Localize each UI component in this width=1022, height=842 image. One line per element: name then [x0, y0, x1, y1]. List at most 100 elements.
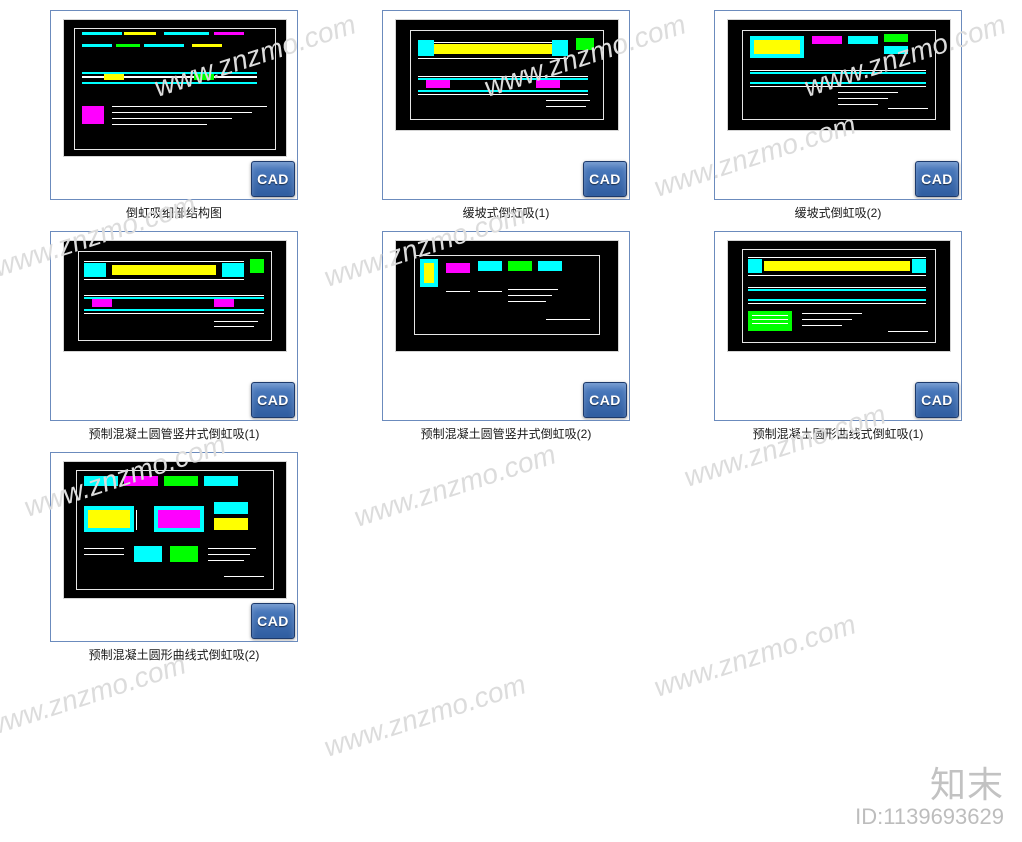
drawing-segment — [888, 331, 928, 332]
drawing-segment — [426, 80, 450, 88]
drawing-segment — [222, 263, 244, 277]
drawing-segment — [214, 502, 248, 514]
drawing-segment — [82, 44, 112, 47]
cad-badge-icon: CAD — [915, 161, 959, 197]
thumbnail-grid: CAD倒虹吸细部结构图CAD缓坡式倒虹吸(1)CAD缓坡式倒虹吸(2)CAD预制… — [0, 0, 1022, 683]
drawing-segment — [546, 319, 590, 320]
drawing-segment — [552, 40, 568, 56]
drawing-segment — [748, 299, 926, 301]
drawing-segment — [508, 301, 546, 302]
thumbnail-cell: CAD预制混凝土圆管竖井式倒虹吸(1) — [8, 231, 340, 442]
drawing-segment — [112, 112, 252, 113]
drawing-segment — [208, 554, 250, 555]
drawing-segment — [250, 259, 264, 273]
drawing-segment — [446, 291, 470, 292]
thumbnail-cell: CAD 预制混凝土圆管竖井式倒虹吸(2) — [340, 231, 672, 442]
drawing-segment — [838, 92, 898, 93]
thumbnail-caption: 缓坡式倒虹吸(1) — [463, 204, 550, 221]
drawing-segment — [82, 32, 122, 35]
drawing-segment — [112, 118, 232, 119]
drawing-segment — [418, 94, 588, 95]
thumbnail-caption: 预制混凝土圆形曲线式倒虹吸(1) — [753, 425, 924, 442]
drawing-segment — [124, 476, 158, 486]
drawing-segment — [446, 263, 470, 273]
cad-badge-icon: CAD — [251, 603, 295, 639]
thumbnail-caption: 预制混凝土圆形曲线式倒虹吸(2) — [89, 646, 260, 663]
drawing-segment — [848, 36, 878, 44]
drawing-segment — [214, 299, 234, 307]
drawing-segment — [884, 46, 908, 54]
drawing-segment — [84, 554, 124, 555]
drawing-segment — [164, 476, 198, 486]
drawing-segment — [82, 106, 104, 124]
cad-badge-icon: CAD — [251, 161, 295, 197]
drawing-segment — [748, 257, 926, 258]
drawing-segment — [418, 90, 588, 92]
drawing-segment — [214, 326, 254, 327]
thumbnail-frame[interactable]: CAD — [714, 10, 962, 200]
cad-preview — [63, 240, 287, 352]
drawing-segment — [192, 44, 222, 47]
drawing-segment — [764, 261, 910, 271]
drawing-segment — [748, 259, 762, 273]
drawing-segment — [508, 261, 532, 271]
thumbnail-cell: CAD 预制混凝土圆形曲线式倒虹吸(1) — [672, 231, 1004, 442]
drawing-segment — [84, 263, 106, 277]
drawing-segment — [748, 311, 792, 331]
cad-preview — [63, 19, 287, 157]
drawing-segment — [214, 518, 248, 530]
drawing-segment — [888, 108, 928, 109]
drawing-segment — [418, 42, 568, 43]
drawing-segment — [144, 44, 184, 47]
drawing-segment — [418, 58, 568, 59]
drawing-segment — [802, 313, 862, 314]
cad-preview — [727, 19, 951, 131]
drawing-segment — [208, 548, 256, 549]
drawing-segment — [750, 82, 926, 84]
drawing-segment — [538, 261, 562, 271]
drawing-segment — [214, 321, 258, 322]
drawing-segment — [750, 72, 926, 74]
drawing-segment — [204, 476, 238, 486]
drawing-segment — [164, 32, 209, 35]
cad-preview — [727, 240, 951, 352]
thumbnail-frame[interactable]: CAD — [382, 10, 630, 200]
thumbnail-cell: CAD缓坡式倒虹吸(2) — [672, 10, 1004, 221]
drawing-segment — [752, 319, 788, 320]
drawing-segment — [158, 510, 200, 528]
brand-id: ID:1139693629 — [855, 804, 1004, 830]
drawing-segment — [576, 38, 594, 50]
drawing-segment — [508, 289, 558, 290]
drawing-segment — [124, 32, 156, 35]
drawing-border — [414, 255, 600, 335]
drawing-segment — [224, 576, 264, 577]
drawing-segment — [546, 106, 586, 107]
drawing-segment — [748, 275, 926, 276]
cad-badge-icon: CAD — [251, 382, 295, 418]
cad-preview — [63, 461, 287, 599]
drawing-segment — [838, 98, 888, 99]
drawing-segment — [536, 80, 560, 88]
drawing-segment — [478, 261, 502, 271]
drawing-segment — [112, 124, 207, 125]
cad-badge-icon: CAD — [583, 161, 627, 197]
drawing-segment — [84, 548, 124, 549]
drawing-segment — [884, 34, 908, 42]
thumbnail-cell: CAD 预制混凝土圆形曲线式倒虹吸(2) — [8, 452, 340, 663]
thumbnail-frame[interactable]: CAD — [50, 10, 298, 200]
drawing-segment — [802, 319, 852, 320]
drawing-segment — [754, 40, 800, 54]
drawing-segment — [750, 70, 926, 71]
thumbnail-frame[interactable]: CAD — [714, 231, 962, 421]
drawing-segment — [426, 44, 556, 54]
thumbnail-frame[interactable]: CAD — [50, 231, 298, 421]
thumbnail-cell: CAD倒虹吸细部结构图 — [8, 10, 340, 221]
cad-badge-icon: CAD — [915, 382, 959, 418]
drawing-segment — [748, 303, 926, 304]
brand-name: 知末 — [855, 756, 1004, 808]
drawing-segment — [812, 36, 842, 44]
thumbnail-frame[interactable]: CAD — [50, 452, 298, 642]
thumbnail-frame[interactable]: CAD — [382, 231, 630, 421]
drawing-segment — [134, 546, 162, 562]
thumbnail-caption: 预制混凝土圆管竖井式倒虹吸(2) — [421, 425, 592, 442]
